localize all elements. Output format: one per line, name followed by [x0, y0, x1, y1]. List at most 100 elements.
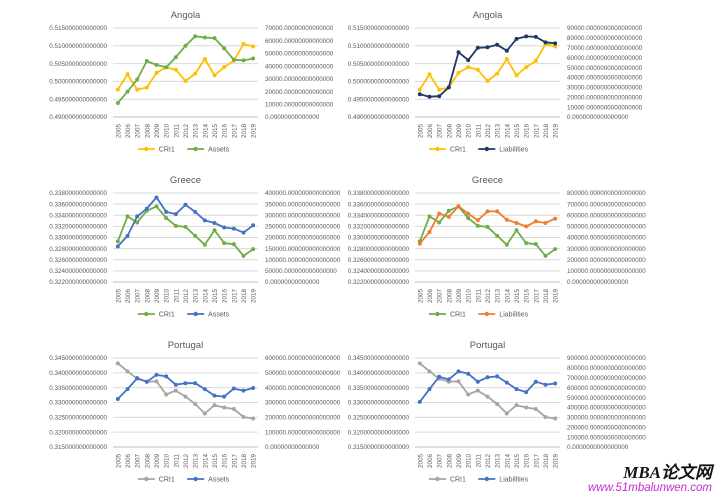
data-point-cri1	[115, 87, 120, 92]
data-point-assets	[154, 195, 159, 200]
x-axis-tick-label: 2013	[495, 124, 502, 139]
data-point-cri1	[115, 361, 120, 366]
right-axis-tick-label: 100000.0000000000000000	[567, 268, 646, 275]
left-axis-tick-label: 0.336000000000000	[49, 201, 107, 208]
x-axis-tick-label: 2011	[173, 124, 180, 138]
data-point-cri1	[543, 253, 548, 258]
legend-label: Assets	[208, 147, 230, 154]
data-point-cri1	[553, 416, 558, 421]
data-point-assets	[231, 57, 236, 62]
data-point-cri1	[183, 79, 188, 84]
legend-item-assets: Assets	[187, 312, 230, 319]
legend-item-assets: Assets	[187, 147, 230, 154]
legend-label: Liabilities	[499, 477, 528, 484]
x-axis-tick-label: 2016	[524, 454, 531, 469]
left-axis-tick-label: 0.320000000000000	[49, 429, 107, 436]
legend-marker	[193, 476, 198, 482]
data-point-liabilities	[437, 374, 442, 379]
x-axis-tick-label: 2005	[115, 124, 122, 139]
data-point-assets	[115, 101, 120, 106]
right-axis-tick-label: 150000.000000000000000	[265, 246, 341, 253]
legend-item-cri1: CRI1	[428, 146, 466, 154]
legend-label: CRI1	[159, 477, 175, 484]
data-point-cri1	[222, 241, 227, 246]
right-axis-tick-label: 200000.0000000000000000	[567, 424, 646, 431]
right-axis-tick-label: 50000.000000000000000	[265, 268, 337, 275]
left-axis-tick-label: 0.515000000000000	[49, 25, 107, 32]
data-point-cri1	[543, 415, 548, 420]
right-axis-tick-label: 70000.0000000000000000	[567, 45, 643, 52]
x-axis-tick-label: 2009	[456, 124, 463, 139]
x-axis-tick-label: 2009	[456, 289, 463, 304]
data-point-liabilities	[475, 218, 480, 223]
x-axis-tick-label: 2005	[115, 454, 122, 469]
data-point-cri1	[164, 216, 169, 221]
x-axis-tick-label: 2010	[164, 289, 171, 304]
right-axis-tick-label: 200000.000000000000000	[265, 235, 341, 242]
right-axis-tick-label: 300000.0000000000000000	[567, 246, 646, 253]
x-axis-tick-label: 2012	[183, 289, 190, 304]
x-axis-tick-label: 2012	[183, 454, 190, 469]
left-axis-tick-label: 0.4950000000000000	[348, 96, 410, 103]
x-axis-tick-label: 2007	[135, 124, 142, 139]
data-point-assets	[231, 386, 236, 391]
data-point-cri1	[154, 204, 159, 209]
data-point-liabilities	[446, 85, 451, 90]
data-point-assets	[125, 387, 130, 392]
data-point-liabilities	[427, 94, 432, 99]
x-axis-tick-label: 2014	[504, 454, 511, 469]
data-point-assets	[202, 218, 207, 223]
x-axis-tick-label: 2019	[553, 289, 560, 304]
data-point-cri1	[251, 247, 256, 252]
data-point-liabilities	[417, 241, 422, 246]
left-axis-tick-label: 0.3450000000000000	[348, 355, 410, 362]
left-axis-tick-label: 0.3240000000000000	[348, 268, 410, 275]
right-axis-tick-label: 400000.000000000000000	[265, 190, 341, 197]
data-point-assets	[144, 206, 149, 211]
x-axis-tick-label: 2018	[543, 454, 550, 469]
right-axis-tick-label: 700000.0000000000000000	[567, 201, 646, 208]
data-point-assets	[183, 43, 188, 48]
data-point-liabilities	[437, 211, 442, 216]
right-axis-tick-label: 600000.0000000000000000	[567, 385, 646, 392]
x-axis-tick-label: 2018	[543, 124, 550, 139]
left-axis-tick-label: 0.3300000000000000	[348, 235, 410, 242]
data-point-cri1	[173, 223, 178, 228]
legend-marker	[435, 146, 440, 152]
data-point-cri1	[417, 87, 422, 92]
data-point-cri1	[533, 242, 538, 247]
x-axis-tick-label: 2011	[475, 454, 482, 468]
x-axis-tick-label: 2013	[193, 124, 200, 139]
data-point-assets	[231, 226, 236, 231]
data-point-assets	[222, 225, 227, 230]
data-point-liabilities	[553, 41, 558, 46]
x-axis-tick-label: 2008	[144, 124, 151, 139]
data-point-liabilities	[553, 381, 558, 386]
data-point-cri1	[241, 253, 246, 258]
x-axis-tick-label: 2012	[485, 124, 492, 139]
right-axis-tick-label: 0.00000000000000	[265, 444, 320, 451]
data-point-liabilities	[446, 214, 451, 219]
right-axis-tick-label: 60000.00000000000000	[265, 38, 334, 45]
legend-item-liabilities: Liabilities	[478, 147, 529, 154]
x-axis-tick-label: 2007	[135, 289, 142, 304]
chart-title: Greece	[170, 175, 201, 186]
data-point-assets	[251, 223, 256, 228]
data-point-assets	[135, 376, 140, 381]
right-axis-tick-label: 40000.0000000000000000	[567, 75, 643, 82]
x-axis-tick-label: 2017	[533, 454, 540, 469]
data-point-cri1	[524, 241, 529, 246]
data-point-cri1	[446, 208, 451, 213]
legend-marker	[435, 476, 440, 482]
data-point-assets	[251, 56, 256, 61]
data-point-assets	[193, 209, 198, 214]
left-axis-tick-label: 0.345000000000000	[49, 355, 107, 362]
x-axis-tick-label: 2018	[241, 454, 248, 469]
right-axis-tick-label: 30000.00000000000000	[265, 76, 334, 83]
right-axis-tick-label: 0.0000000000000000	[567, 444, 629, 451]
data-point-assets	[193, 381, 198, 386]
x-axis-tick-label: 2013	[193, 454, 200, 469]
x-axis-tick-label: 2010	[466, 289, 473, 304]
data-point-cri1	[485, 394, 490, 399]
